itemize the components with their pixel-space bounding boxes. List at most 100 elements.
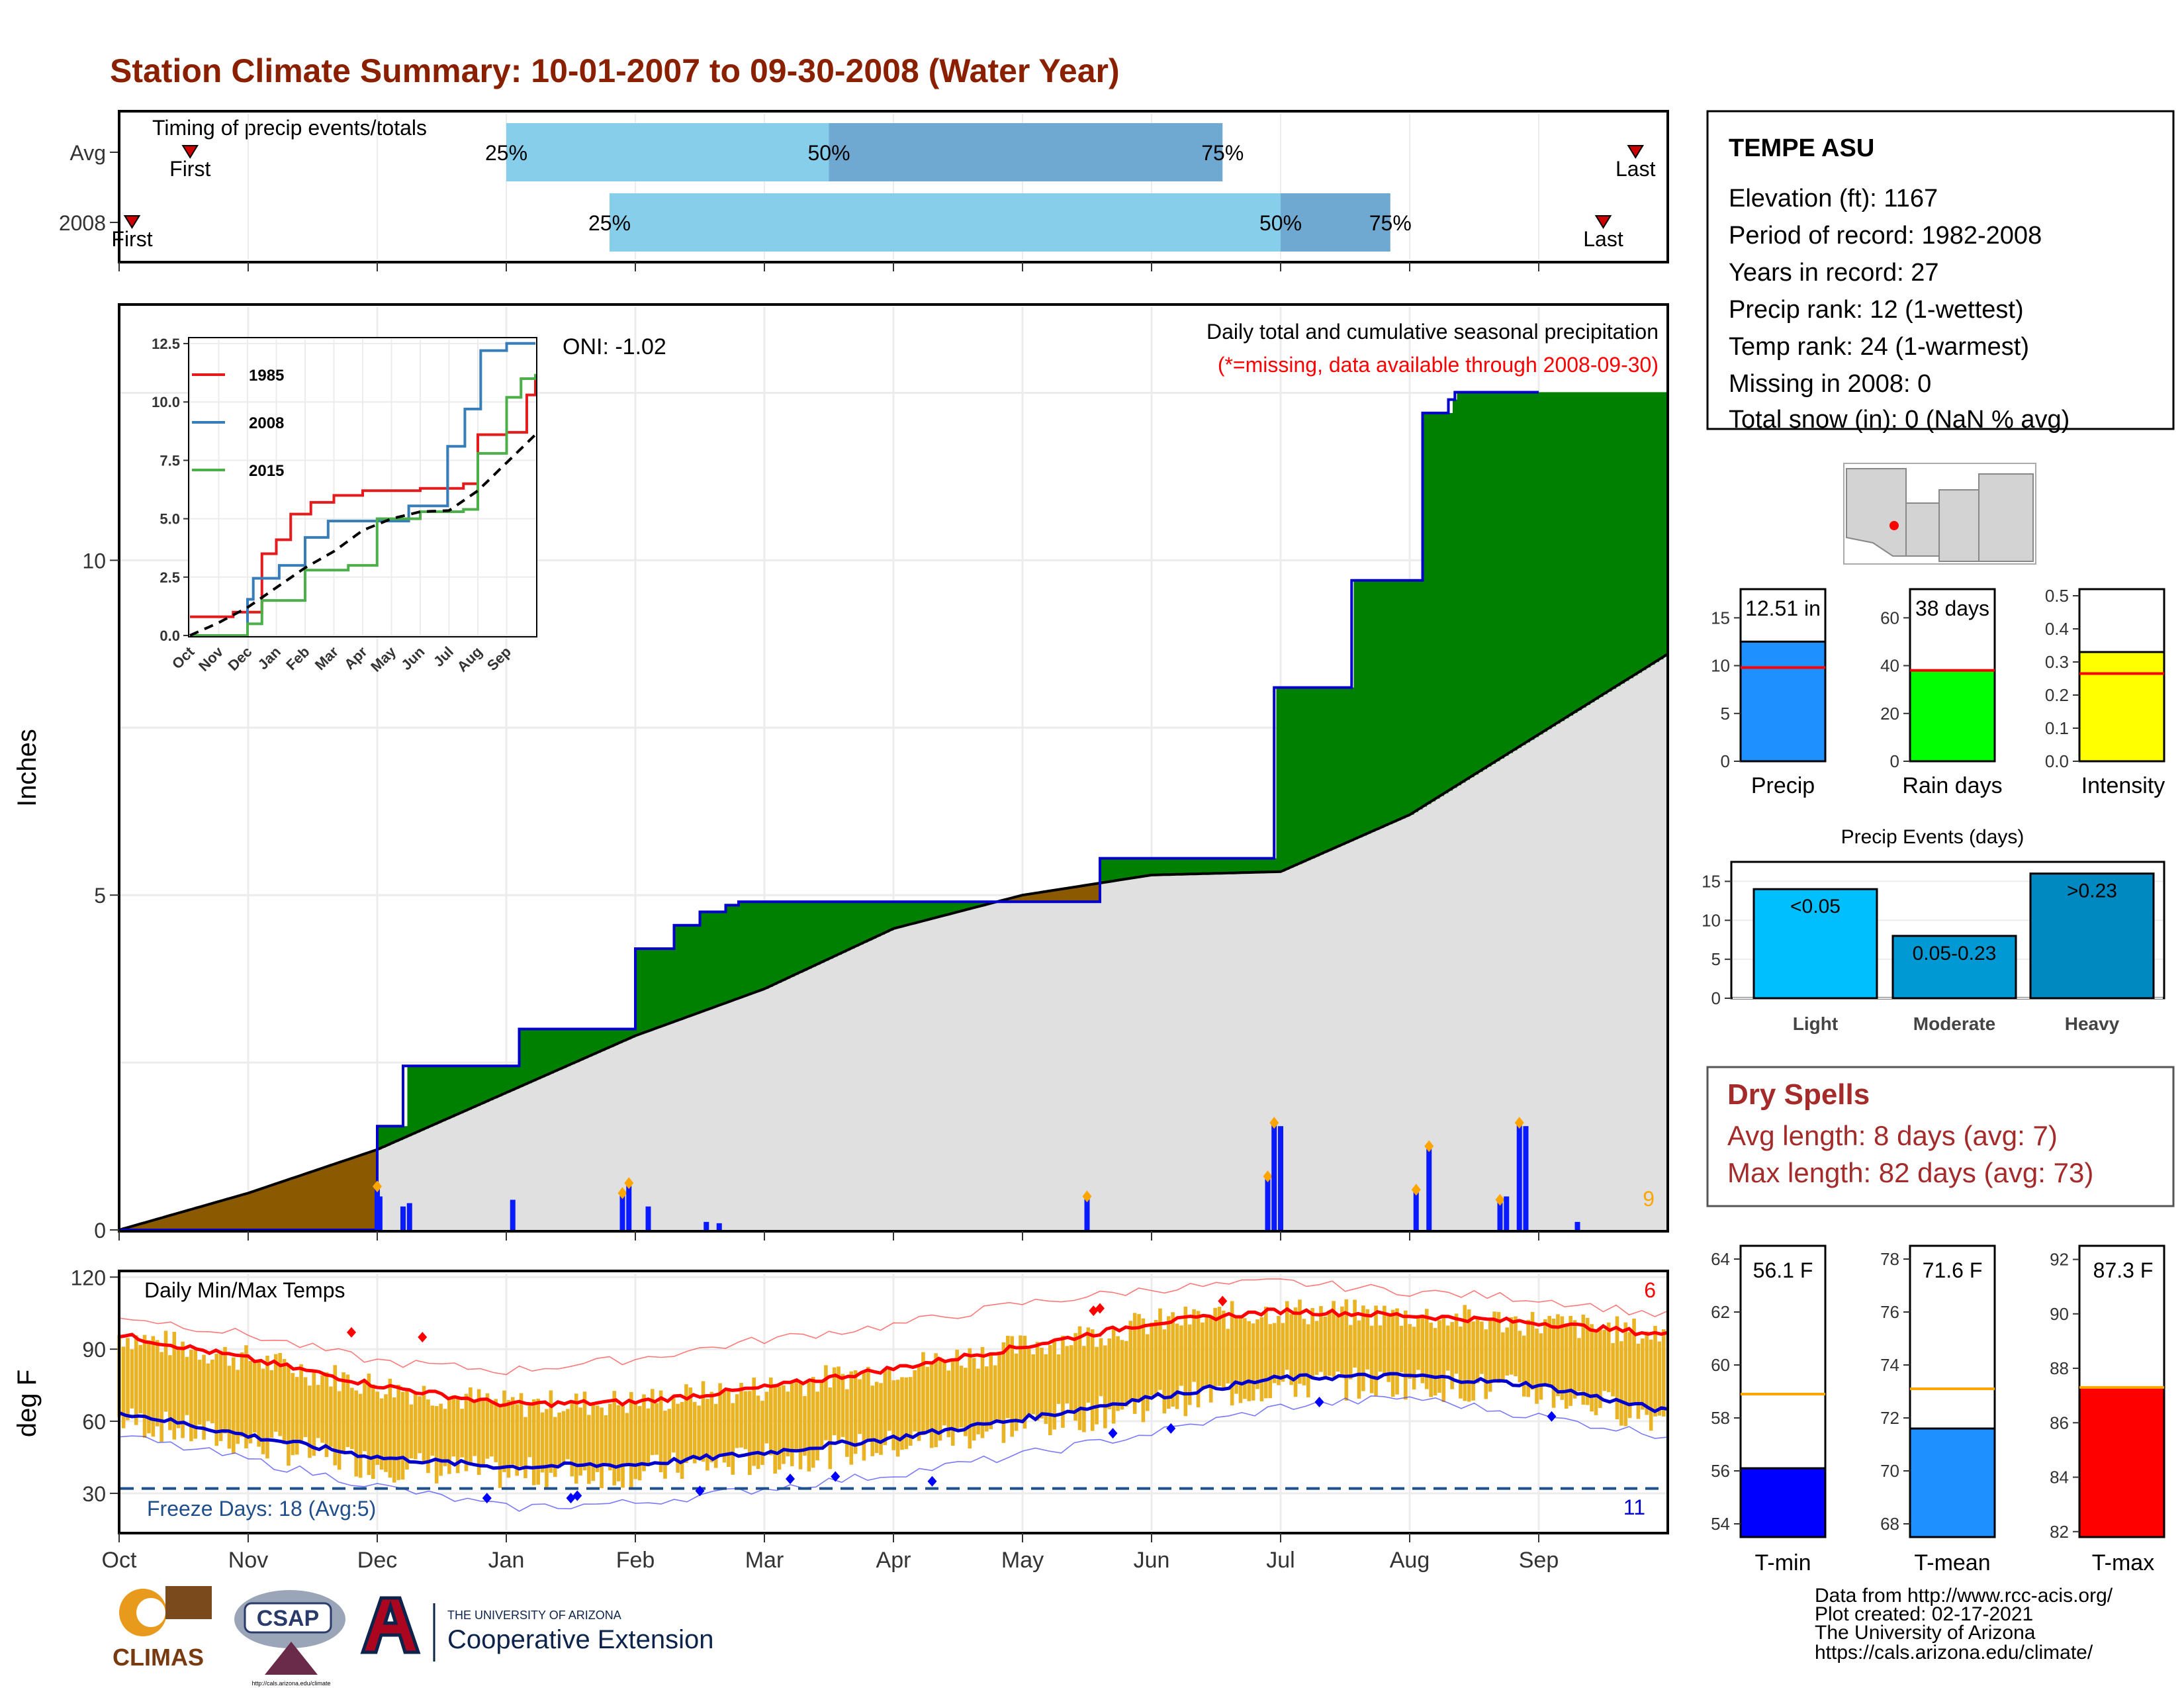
daily-temp-range-bar [1653,1325,1657,1417]
daily-temp-range-bar [1319,1306,1323,1372]
avg-cumulative-fill [1530,739,1535,1230]
daily-temp-range-bar [874,1382,879,1454]
avg-cumulative-fill [893,928,899,1230]
avg-cumulative-fill [1233,872,1238,1230]
below-average-fill [1069,888,1075,902]
daily-temp-range-bar [1433,1328,1437,1396]
above-average-fill [519,1029,524,1088]
below-average-fill [1031,894,1036,902]
above-average-fill [1401,580,1406,819]
avg-cumulative-fill [1272,872,1277,1230]
month-axis-label: Jul [1266,1548,1295,1573]
avg-cumulative-fill [1396,820,1402,1230]
daily-temp-range-bar [329,1386,333,1447]
daily-temp-range-bar [481,1401,485,1466]
avg-cumulative-fill [412,1134,417,1230]
above-average-fill [549,1029,555,1074]
below-average-fill [360,1155,365,1230]
daily-temp-range-bar [713,1403,718,1468]
daily-temp-range-bar [1048,1345,1052,1436]
daily-temp-range-bar [1509,1317,1514,1375]
daily-temp-range-bar [561,1411,566,1466]
daily-temp-range-bar [1158,1308,1162,1390]
station-precip-rank: Precip rank: 12 (1-wettest) [1729,296,2024,324]
timing-p25-label: 25% [485,141,527,165]
avg-cumulative-fill [1642,670,1647,1230]
above-average-fill [1522,392,1527,745]
daily-temp-range-bar [172,1331,177,1440]
avg-cumulative-fill [975,907,980,1230]
daily-temp-range-bar [1459,1326,1463,1399]
above-average-fill [467,1066,473,1110]
sumbar-value-raindays: 38 days [1915,596,1989,620]
daily-precip-flag [1269,1117,1279,1129]
daily-temp-range-bar [515,1404,519,1476]
avg-cumulative-fill [420,1130,426,1230]
avg-cumulative-fill [1259,872,1264,1230]
events-title: Precip Events (days) [1841,826,2025,848]
above-average-fill [803,902,808,971]
csap-logo-url: http://cals.arizona.edu/climate [251,1680,330,1687]
daily-precip-flag [1082,1190,1092,1203]
above-average-fill [1212,858,1217,874]
daily-temp-range-bar [646,1408,651,1466]
daily-temp-range-bar [473,1401,477,1456]
daily-temp-range-bar [1056,1354,1061,1404]
footer-university: The University of Arizona [1815,1622,2036,1644]
above-average-fill [1126,858,1131,879]
daily-temp-range-bar [1243,1318,1247,1399]
precip-y-tick-label: 0 [94,1219,106,1243]
above-average-fill [1448,412,1453,791]
avg-cumulative-fill [1074,902,1079,1230]
avg-cumulative-fill [897,927,903,1230]
avg-cumulative-fill [799,972,804,1230]
daily-temp-range-bar [819,1381,824,1448]
month-axis-label: May [1001,1548,1044,1573]
above-average-fill [1392,580,1398,823]
avg-cumulative-fill [1332,849,1338,1230]
daily-temp-range-bar [727,1388,731,1468]
above-average-fill [1582,392,1587,708]
above-average-fill [919,902,925,922]
daily-temp-range-bar [1514,1316,1518,1377]
avg-cumulative-fill [1410,814,1415,1230]
avg-cumulative-fill [1651,665,1656,1230]
daily-temp-range-bar [257,1362,261,1447]
avg-cumulative-fill [1629,678,1634,1230]
above-average-fill [747,902,752,996]
avg-cumulative-fill [936,917,942,1230]
above-average-fill [1199,858,1204,874]
daily-temp-range-bar [447,1397,451,1474]
daily-temp-range-bar [138,1344,142,1414]
daily-temp-range-bar [964,1368,968,1436]
daily-temp-range-bar [265,1355,269,1459]
above-average-fill [820,902,825,963]
daily-temp-range-bar [1357,1320,1361,1399]
above-average-fill [1422,412,1428,807]
record-min-line [118,1395,1668,1512]
avg-cumulative-fill [846,951,851,1230]
temp-bar [2078,1386,2165,1538]
avg-cumulative-fill [1199,874,1204,1230]
below-average-fill [317,1170,322,1230]
daily-temp-range-bar [1632,1319,1636,1403]
below-average-fill [248,1193,253,1230]
avg-cumulative-fill [670,1023,675,1230]
avg-cumulative-fill [889,930,894,1230]
precip-y-axis-label: Inches [13,729,42,807]
daily-temp-range-bar [295,1377,299,1455]
station-name: TEMPE ASU [1729,134,1874,162]
avg-cumulative-fill [459,1113,464,1230]
daily-temp-range-bar [676,1403,680,1473]
avg-cumulative-fill [1504,755,1510,1230]
daily-temp-range-bar [587,1415,591,1484]
daily-temp-range-bar [718,1383,722,1456]
below-average-fill [1023,895,1028,902]
temp-bar-tick-label: 64 [1711,1249,1730,1269]
above-average-fill [691,925,696,1015]
temperature-summary-bars: 54 56 58 60 62 64 68 70 72 74 76 78 82 84 86 88 90 92 [1711,1244,2165,1542]
avg-cumulative-fill [966,910,972,1230]
daily-temp-range-bar [197,1360,202,1425]
daily-temp-range-bar [418,1396,422,1454]
